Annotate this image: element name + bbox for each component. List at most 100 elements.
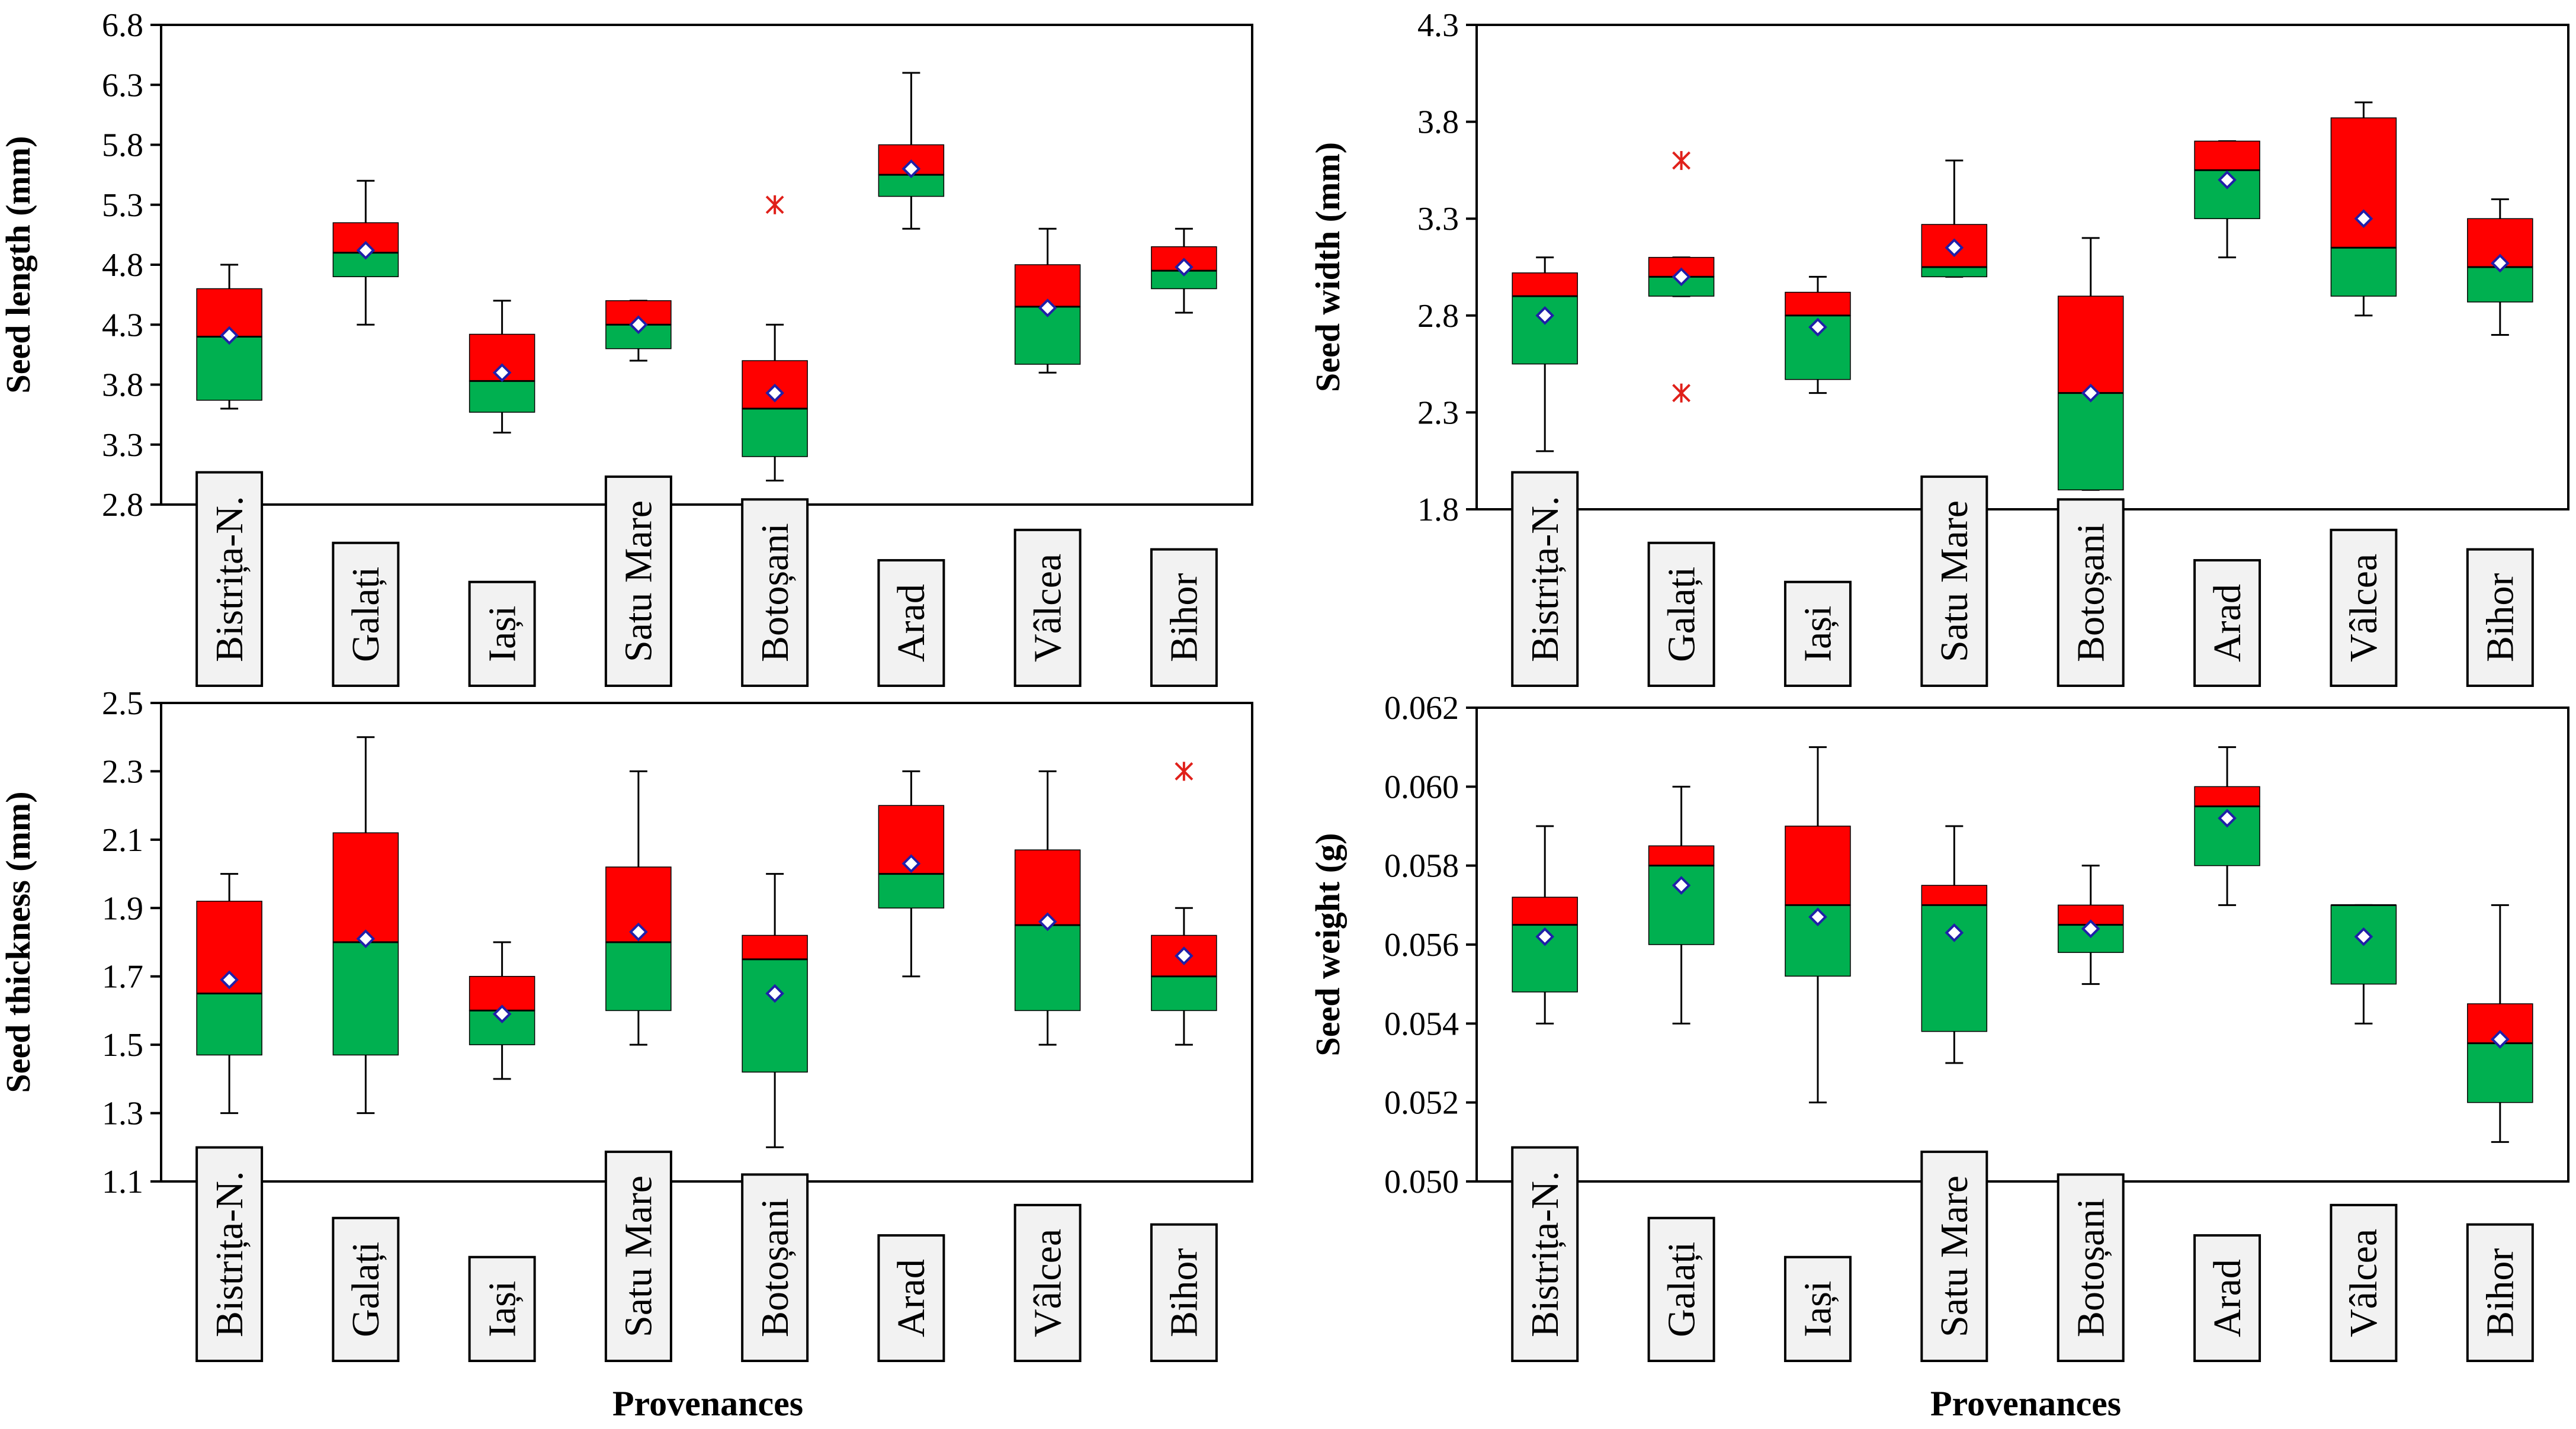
box-Iași: [1785, 275, 1851, 394]
mean-marker: [2490, 253, 2510, 273]
category-label-Iași: Iași: [1783, 1255, 1852, 1362]
category-label-text: Bihor: [2479, 573, 2522, 662]
mean-marker: [2354, 209, 2373, 229]
y-tick-label: 2.8: [102, 487, 143, 524]
plot-frame: [1475, 707, 2569, 1183]
category-label-Satu Mare: Satu Mare: [604, 475, 672, 687]
y-tick-label: 0.052: [1384, 1085, 1459, 1122]
box-upper-q3-median: [1512, 272, 1578, 297]
box-lower-median-q1: [469, 380, 535, 413]
box-Botoșani: [2057, 237, 2124, 491]
chart-panel-2: 1.8 2.3 2.8 3.3 3.8 4.3 Seed width (mm) Bistriț…: [1308, 7, 2569, 687]
category-label-text: Satu Mare: [617, 500, 660, 662]
box-lower-median-q1: [742, 959, 808, 1073]
category-label-box: [741, 1173, 809, 1362]
category-label-box: [2330, 1203, 2398, 1362]
box-Botoșani: [742, 873, 808, 1148]
box-Arad: [878, 770, 945, 978]
y-axis-title: Seed width (mm): [1308, 142, 1347, 392]
category-label-text: Bistrița-N.: [1523, 1171, 1567, 1337]
category-label-box: [2330, 528, 2398, 687]
mean-marker: [492, 1004, 512, 1024]
category-label-box: [1511, 1146, 1579, 1362]
mean-marker: [1175, 258, 1194, 277]
category-label-box: [1013, 1203, 1082, 1362]
box-lower-median-q1: [742, 408, 808, 457]
plot-frame: [160, 24, 1253, 506]
category-label-text: Galați: [1660, 1242, 1703, 1337]
box-Arad: [2194, 746, 2260, 906]
category-label-Satu Mare: Satu Mare: [604, 1150, 672, 1362]
outlier-marker: [1175, 762, 1194, 781]
category-label-Galați: Galați: [332, 1216, 400, 1362]
x-axis-title-right: Provenances: [1930, 1384, 2121, 1423]
box-upper-q3-median: [1785, 826, 1851, 906]
category-label-Arad: Arad: [2193, 1234, 2261, 1362]
box-Vâlcea: [2330, 904, 2397, 1025]
box-upper-q3-median: [2194, 140, 2260, 171]
mean-marker: [1175, 946, 1194, 965]
category-label-Bihor: Bihor: [2466, 548, 2534, 687]
category-label-Botoșani: Botoșani: [741, 498, 809, 687]
mean-marker: [2081, 383, 2100, 403]
mean-marker: [1535, 927, 1555, 946]
category-label-box: [1150, 1223, 1218, 1362]
mean-marker: [1672, 876, 1691, 895]
box-Satu Mare: [605, 300, 672, 362]
y-tick-label: 4.3: [1417, 7, 1459, 44]
box-upper-q3-median: [605, 866, 672, 943]
category-label-text: Galați: [1660, 567, 1703, 662]
box-lower-median-q1: [2057, 392, 2124, 491]
outlier-marker: [1672, 151, 1690, 171]
box-upper-q3-median: [1014, 849, 1081, 926]
plot-frame: [1475, 24, 2569, 510]
category-label-Galați: Galați: [1647, 1216, 1715, 1362]
category-label-Botoșani: Botoșani: [2057, 1173, 2125, 1362]
y-tick-label: 1.1: [102, 1164, 143, 1200]
category-label-text: Iași: [480, 606, 524, 662]
mean-marker: [220, 326, 239, 345]
box-Bihor: [1151, 227, 1217, 314]
mean-marker: [2354, 927, 2373, 946]
mean-marker: [1038, 298, 1057, 317]
box-Iași: [469, 300, 535, 433]
category-label-text: Vâlcea: [1026, 1229, 1069, 1337]
box-Satu Mare: [1921, 825, 1988, 1064]
mean-marker: [2218, 170, 2237, 190]
box-Botoșani: [742, 195, 808, 481]
box-Galați: [1648, 785, 1715, 1025]
y-tick-label: 1.5: [102, 1027, 143, 1064]
category-label-text: Bihor: [2479, 1248, 2522, 1337]
x-axis-title-left: Provenances: [612, 1384, 803, 1423]
mean-marker: [1672, 267, 1691, 287]
y-tick-label: 1.8: [1417, 492, 1459, 528]
category-label-box: [877, 1234, 945, 1362]
y-axis-title: Seed length (mm): [0, 136, 37, 394]
y-tick-label: 2.1: [102, 822, 143, 859]
box-lower-median-q1: [605, 324, 672, 349]
category-label-Iași: Iași: [1783, 580, 1852, 687]
category-label-box: [1783, 1255, 1852, 1362]
category-label-box: [1013, 528, 1082, 687]
category-label-Iași: Iași: [468, 580, 536, 687]
y-tick-label: 0.060: [1384, 769, 1459, 805]
category-label-Botoșani: Botoșani: [741, 1173, 809, 1362]
category-label-text: Iași: [1797, 606, 1840, 662]
box-Bistrița-N.: [1512, 825, 1578, 1025]
box-lower-median-q1: [2330, 247, 2397, 297]
outlier-marker: [1672, 383, 1690, 403]
box-upper-q3-median: [332, 832, 399, 943]
category-label-text: Botoșani: [2069, 523, 2112, 662]
mean-marker: [356, 929, 376, 949]
y-tick-label: 2.5: [102, 685, 143, 722]
box-lower-median-q1: [1921, 266, 1988, 278]
category-label-Botoșani: Botoșani: [2057, 498, 2125, 687]
y-tick-label: 3.3: [102, 427, 143, 464]
category-label-Bistrița-N.: Bistrița-N.: [1511, 1146, 1579, 1362]
box-Vâlcea: [1014, 227, 1081, 374]
y-tick-label: 0.050: [1384, 1164, 1459, 1200]
mean-marker: [2081, 919, 2100, 939]
category-label-box: [877, 559, 945, 687]
mean-marker: [765, 984, 784, 1003]
box-Bihor: [2467, 904, 2533, 1143]
